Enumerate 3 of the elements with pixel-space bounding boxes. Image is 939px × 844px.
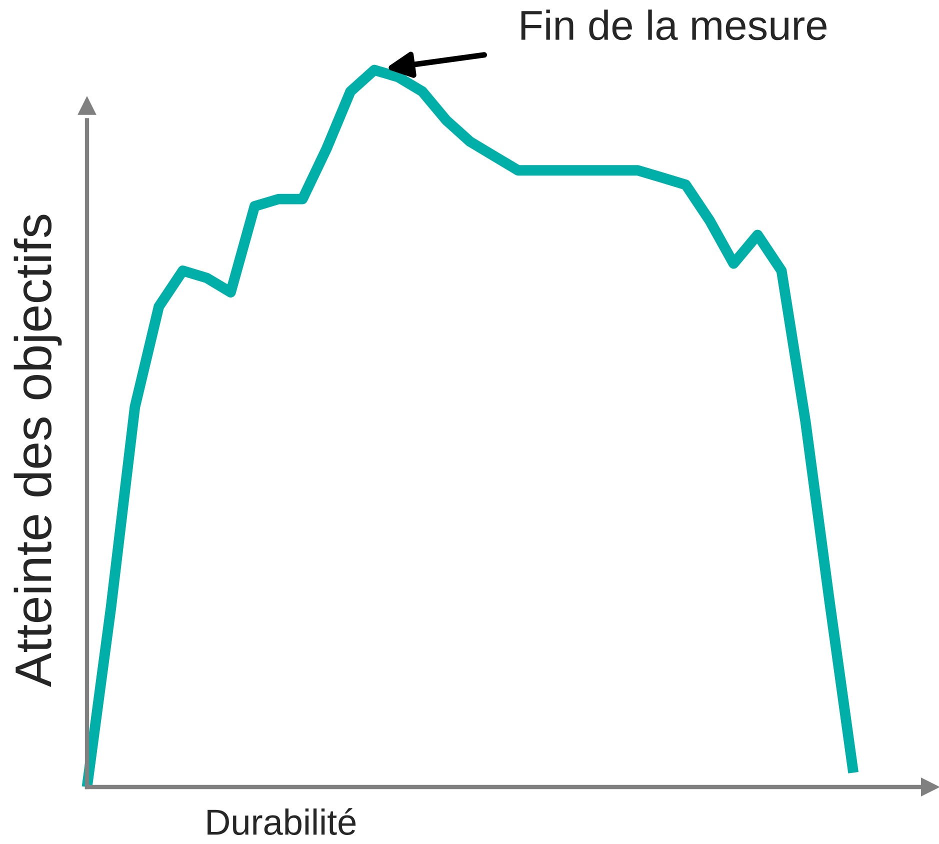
text: Fin de la mesure [521,10,826,40]
x-axis-title: Durabilité [208,808,356,836]
y-axis-title: Atteinte des objectifs [14,214,62,687]
